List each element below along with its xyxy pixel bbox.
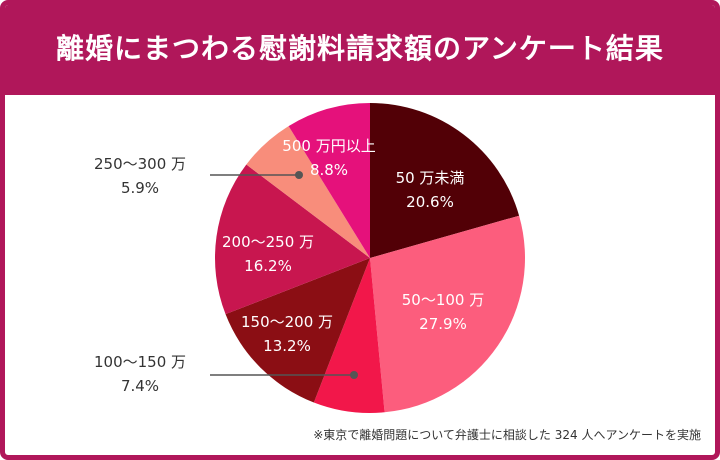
pie-slice-under-50 — [370, 103, 520, 258]
pie-slice-100-150 — [313, 258, 385, 413]
pct-50-100: 27.9% — [419, 315, 467, 333]
pie-slice-200-250 — [215, 164, 370, 315]
pct-200-250: 16.2% — [244, 257, 292, 275]
label-250-300: 250〜300 万 — [94, 155, 186, 173]
leader-dot-250-300 — [295, 171, 303, 179]
pct-500-plus: 8.8% — [310, 161, 348, 179]
survey-footnote: ※東京で離婚問題について弁護士に相談した 324 人へアンケートを実施 — [313, 428, 701, 442]
pie-slice-500-plus — [288, 103, 370, 258]
pie-chart: 50 万未満 20.6% 50〜100 万 27.9% 100〜150 万 7.… — [94, 103, 525, 413]
label-500-plus: 500 万円以上 — [282, 137, 375, 155]
label-150-200: 150〜200 万 — [241, 313, 333, 331]
pie-slice-250-300 — [246, 126, 370, 258]
pct-100-150: 7.4% — [121, 377, 159, 395]
label-200-250: 200〜250 万 — [222, 233, 314, 251]
pie-slice-150-200 — [225, 258, 370, 403]
title-banner: 離婚にまつわる慰謝料請求額のアンケート結果 — [5, 5, 715, 95]
pct-under-50: 20.6% — [406, 193, 454, 211]
pie-slice-50-100 — [370, 215, 525, 413]
label-under-50: 50 万未満 — [396, 169, 465, 187]
pct-250-300: 5.9% — [121, 179, 159, 197]
leader-dot-100-150 — [350, 371, 358, 379]
label-100-150: 100〜150 万 — [94, 353, 186, 371]
label-50-100: 50〜100 万 — [402, 291, 485, 309]
chart-title: 離婚にまつわる慰謝料請求額のアンケート結果 — [56, 32, 664, 65]
pct-150-200: 13.2% — [263, 337, 311, 355]
